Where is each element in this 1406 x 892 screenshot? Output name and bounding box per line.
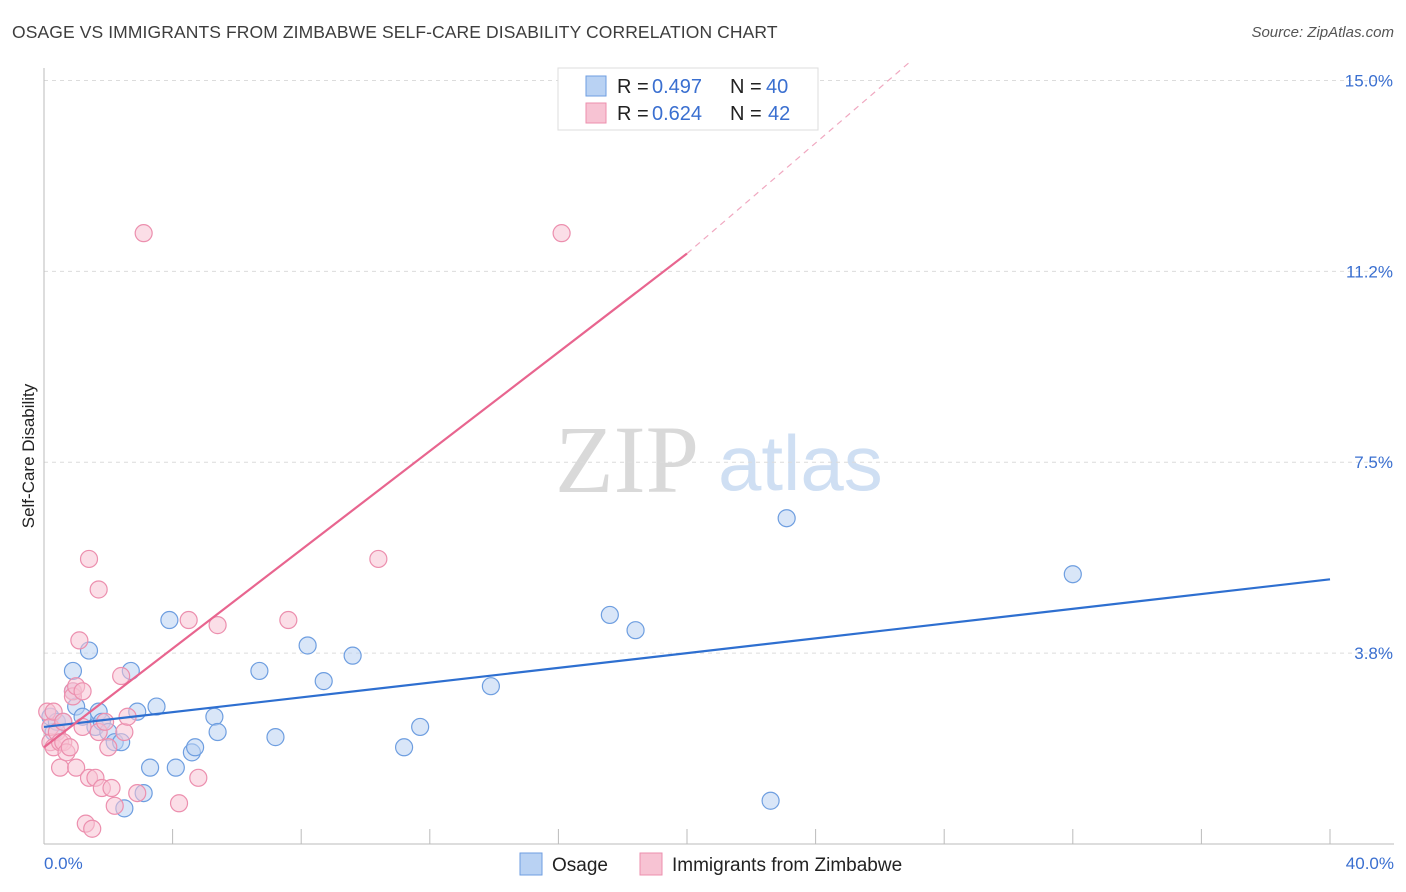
legend-swatch-zimbabwe <box>639 852 663 876</box>
legend-n-label: N = <box>730 103 762 125</box>
data-point <box>128 783 147 803</box>
legend-swatch-zimbabwe <box>585 102 607 124</box>
legend-n-label: N = <box>730 76 762 98</box>
legend-n-value-osage: 40 <box>766 76 788 98</box>
y-tick-label: 7.5% <box>1354 453 1393 472</box>
data-point <box>67 758 86 777</box>
data-point <box>112 666 131 686</box>
trend-line-zimbabwe-extension <box>686 59 913 254</box>
data-point <box>95 712 115 731</box>
data-point <box>179 610 198 630</box>
data-point <box>208 616 227 635</box>
data-point <box>73 682 92 701</box>
y-tick-label: 11.2% <box>1346 262 1393 281</box>
data-point <box>70 631 89 650</box>
watermark-zip: ZIP <box>555 406 699 513</box>
source-label: Source: ZipAtlas.com <box>1251 24 1394 41</box>
data-point <box>1063 565 1082 584</box>
data-point <box>411 717 430 737</box>
data-point <box>160 610 179 630</box>
data-point <box>208 722 227 742</box>
trend-line-osage <box>43 578 1331 729</box>
data-point <box>266 728 285 747</box>
data-point <box>626 621 645 640</box>
data-point <box>600 605 619 625</box>
data-point <box>250 661 269 681</box>
data-point <box>99 738 118 757</box>
legend-r-label: R = <box>617 103 649 125</box>
data-point <box>89 580 108 599</box>
data-point <box>314 672 333 691</box>
legend-r-value-zimbabwe: 0.624 <box>652 103 702 125</box>
grid <box>44 79 1394 654</box>
data-point <box>115 722 134 742</box>
legend-swatch-osage <box>519 852 543 876</box>
x-min-label: 0.0% <box>44 854 83 873</box>
trend-lines <box>43 59 1331 749</box>
data-point <box>343 646 362 665</box>
data-point <box>140 758 160 777</box>
trend-line-zimbabwe <box>43 252 688 749</box>
watermark: ZIP atlas <box>555 406 883 513</box>
data-point <box>186 738 205 757</box>
data-point <box>166 758 185 777</box>
data-point <box>169 794 189 813</box>
legend-swatch-osage <box>585 75 607 97</box>
data-point <box>105 796 124 815</box>
y-tick-label: 3.8% <box>1354 644 1393 663</box>
y-tick-label: 15.0% <box>1345 71 1393 90</box>
series-legend: Osage Immigrants from Zimbabwe <box>519 852 902 876</box>
correlation-legend: R = 0.497 N = 40 R = 0.624 N = 42 <box>557 67 819 131</box>
chart-title: OSAGE VS IMMIGRANTS FROM ZIMBABWE SELF-C… <box>12 22 778 42</box>
data-point <box>189 768 208 787</box>
data-point <box>552 224 571 243</box>
data-point <box>205 707 224 726</box>
data-point <box>50 758 70 777</box>
data-point <box>102 778 121 798</box>
legend-r-value-osage: 0.497 <box>652 76 702 98</box>
y-tick-labels: 3.8% 7.5% 11.2% 15.0% <box>1345 71 1393 663</box>
data-point <box>394 738 414 757</box>
legend-label-zimbabwe: Immigrants from Zimbabwe <box>672 855 902 876</box>
data-point <box>134 224 153 243</box>
data-point <box>481 677 500 696</box>
data-point <box>369 549 388 569</box>
legend-n-value-zimbabwe: 42 <box>768 103 790 125</box>
legend-r-label: R = <box>617 76 649 98</box>
data-point <box>761 791 780 810</box>
data-point <box>298 636 317 655</box>
x-ticks <box>172 829 1331 844</box>
data-point <box>63 661 83 681</box>
data-point <box>60 738 79 757</box>
y-axis-label: Self-Care Disability <box>19 383 38 528</box>
data-point <box>777 509 796 528</box>
legend-label-osage: Osage <box>552 855 608 876</box>
data-point <box>83 819 102 838</box>
data-point <box>79 549 99 569</box>
x-max-label: 40.0% <box>1346 854 1394 873</box>
data-point <box>279 610 298 630</box>
watermark-atlas: atlas <box>718 419 883 507</box>
